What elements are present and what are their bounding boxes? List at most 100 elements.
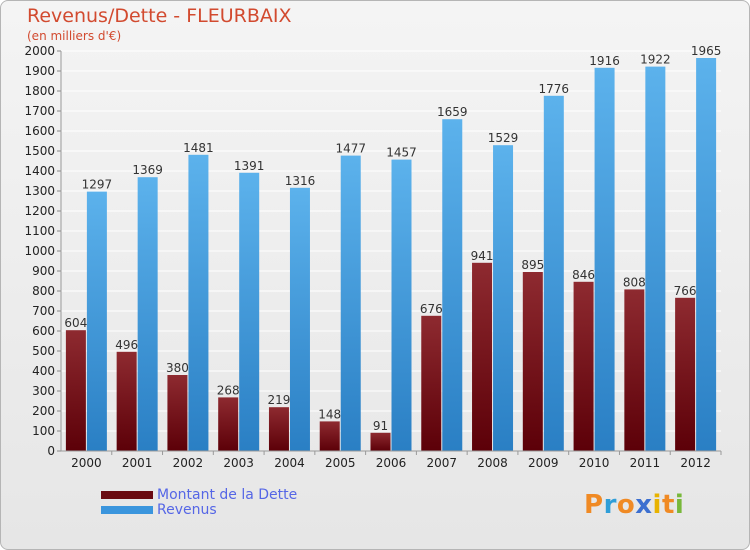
data-label-dette: 941: [471, 249, 494, 263]
y-tick-label: 300: [32, 384, 55, 398]
legend-swatch-dette: [101, 490, 153, 499]
y-tick-label: 700: [32, 304, 55, 318]
data-label-revenus: 1659: [437, 105, 468, 119]
bar-revenus: [543, 95, 564, 452]
bar-dette: [116, 351, 137, 451]
legend-label-dette: Montant de la Dette: [157, 486, 298, 503]
data-label-revenus: 1457: [386, 146, 417, 160]
x-tick-label: 2005: [325, 456, 356, 470]
data-label-revenus: 1481: [183, 141, 214, 155]
y-tick-label: 1700: [24, 104, 55, 118]
data-label-dette: 895: [521, 258, 544, 272]
bar-dette: [370, 432, 391, 451]
x-tick-label: 2007: [426, 456, 457, 470]
x-tick-label: 2003: [223, 456, 254, 470]
bar-revenus: [239, 172, 260, 452]
data-label-dette: 808: [623, 275, 646, 289]
logo-letter: t: [661, 490, 675, 520]
data-label-dette: 604: [64, 316, 87, 330]
data-label-revenus: 1529: [488, 131, 519, 145]
x-tick-label: 2008: [477, 456, 508, 470]
bar-dette: [472, 262, 493, 451]
data-label-revenus: 1369: [132, 163, 163, 177]
bar-revenus: [391, 159, 412, 451]
logo-letter: o: [616, 490, 636, 520]
proxiti-logo: Proxiti: [584, 490, 684, 520]
bar-revenus: [86, 191, 107, 451]
y-tick-label: 1500: [24, 144, 55, 158]
bar-dette: [675, 297, 696, 451]
bar-revenus: [442, 119, 463, 451]
x-tick-label: 2009: [528, 456, 559, 470]
x-tick-label: 2011: [630, 456, 661, 470]
y-tick-label: 2000: [24, 44, 55, 58]
data-label-dette: 268: [217, 383, 240, 397]
bar-revenus: [493, 145, 514, 451]
bar-dette: [218, 397, 239, 451]
bar-dette: [268, 407, 289, 451]
data-label-revenus: 1922: [640, 53, 671, 67]
bar-revenus: [340, 155, 361, 451]
bar-dette: [573, 281, 594, 451]
data-label-revenus: 1391: [234, 159, 265, 173]
y-tick-label: 1300: [24, 184, 55, 198]
data-label-revenus: 1297: [82, 178, 113, 192]
logo-letter: i: [674, 490, 685, 520]
legend-item-revenus: Revenus: [101, 501, 297, 518]
bar-revenus: [137, 177, 158, 451]
data-label-dette: 219: [268, 393, 291, 407]
logo-letter: i: [652, 490, 662, 520]
data-label-dette: 846: [572, 268, 595, 282]
bar-revenus: [289, 187, 310, 452]
y-tick-label: 600: [32, 324, 55, 338]
y-tick-label: 1900: [24, 64, 55, 78]
y-tick-label: 1200: [24, 204, 55, 218]
legend-label-revenus: Revenus: [157, 501, 217, 518]
y-tick-label: 1600: [24, 124, 55, 138]
logo-letter: P: [584, 490, 604, 520]
data-label-dette: 766: [674, 284, 697, 298]
bar-dette: [421, 315, 442, 451]
bar-revenus: [696, 58, 717, 451]
data-label-dette: 380: [166, 361, 189, 375]
bar-revenus: [188, 154, 209, 452]
bar-dette: [65, 330, 86, 451]
data-label-dette: 91: [373, 419, 388, 433]
y-tick-label: 1400: [24, 164, 55, 178]
data-label-dette: 676: [420, 302, 443, 316]
y-tick-label: 0: [47, 444, 55, 458]
bar-dette: [522, 272, 543, 451]
y-tick-label: 500: [32, 344, 55, 358]
data-label-revenus: 1477: [335, 142, 366, 156]
logo-letter: x: [635, 490, 653, 520]
logo-letter: r: [603, 490, 617, 520]
x-tick-label: 2000: [71, 456, 102, 470]
legend: Montant de la Dette Revenus: [101, 486, 298, 518]
chart-subtitle: (en milliers d'€): [27, 29, 122, 43]
x-tick-label: 2004: [274, 456, 305, 470]
y-tick-label: 200: [32, 404, 55, 418]
x-tick-label: 2006: [376, 456, 407, 470]
y-tick-label: 800: [32, 284, 55, 298]
bar-dette: [624, 289, 645, 451]
bar-dette: [167, 375, 188, 451]
y-tick-label: 900: [32, 264, 55, 278]
data-label-dette: 496: [115, 338, 138, 352]
legend-item-dette: Montant de la Dette: [101, 486, 298, 503]
bar-revenus: [645, 66, 666, 451]
data-label-dette: 148: [318, 407, 341, 421]
data-label-revenus: 1916: [589, 54, 620, 68]
y-tick-label: 400: [32, 364, 55, 378]
bar-dette: [319, 421, 340, 451]
chart-title: Revenus/Dette - FLEURBAIX: [27, 5, 292, 27]
x-tick-label: 2001: [122, 456, 153, 470]
y-tick-label: 1100: [24, 224, 55, 238]
data-label-revenus: 1776: [539, 82, 570, 96]
y-tick-label: 1000: [24, 244, 55, 258]
x-tick-label: 2012: [680, 456, 711, 470]
y-tick-label: 100: [32, 424, 55, 438]
legend-swatch-revenus: [101, 505, 153, 514]
data-label-revenus: 1965: [691, 44, 722, 58]
